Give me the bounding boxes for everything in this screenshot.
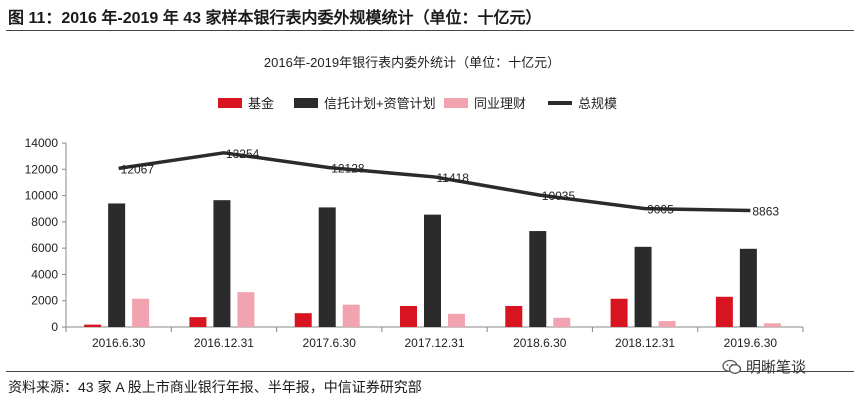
interbank-wmp-bar xyxy=(448,313,465,327)
legend-swatch xyxy=(218,98,242,108)
total-data-label: 8863 xyxy=(752,205,779,219)
y-tick-label: 4000 xyxy=(31,267,58,281)
total-data-label: 12128 xyxy=(331,162,365,176)
x-axis: 2016.6.30 2016.12.31 2017.6.30 2017.12.31 20… xyxy=(65,326,804,350)
fund-bar xyxy=(400,305,417,327)
fund-bar xyxy=(294,313,312,327)
total-line-group: 12067 13254 12128 11418 10035 9005 8863 xyxy=(118,147,779,219)
y-axis: 0 2000 4000 6000 8000 10000 12000 14000 xyxy=(25,136,67,334)
y-tick-label: 10000 xyxy=(25,189,59,203)
y-tick-label: 12000 xyxy=(25,162,59,176)
x-tick-label: 2017.12.31 xyxy=(404,336,464,350)
interbank-wmp-bar xyxy=(132,298,150,327)
x-tick-label: 2019.6.30 xyxy=(724,336,778,350)
legend-item-interbank-wmp: 同业理财 xyxy=(444,96,526,111)
legend-swatch xyxy=(444,98,468,108)
total-line xyxy=(118,151,751,213)
fund-bar xyxy=(189,317,207,327)
interbank-wmp-bar xyxy=(342,304,360,327)
fund-bar xyxy=(715,296,733,327)
legend-label: 基金 xyxy=(248,96,274,111)
title-divider xyxy=(6,30,854,31)
watermark: 明晰笔谈 xyxy=(722,356,806,377)
watermark-text: 明晰笔谈 xyxy=(746,359,807,376)
figure-title: 图 11：2016 年-2019 年 43 家样本银行表内委外规模统计（单位：十… xyxy=(8,10,542,27)
x-tick-label: 2018.6.30 xyxy=(513,336,567,350)
interbank-wmp-bar xyxy=(763,323,781,327)
y-tick-label: 6000 xyxy=(31,241,58,255)
legend-label: 总规模 xyxy=(578,96,617,111)
x-tick-label: 2016.6.30 xyxy=(92,336,146,350)
legend-swatch xyxy=(294,98,318,108)
y-tick-label: 0 xyxy=(51,320,58,334)
total-data-label: 12067 xyxy=(121,162,155,176)
y-tick-label: 14000 xyxy=(25,136,59,150)
trust-asset-mgmt-bar xyxy=(318,207,336,327)
fund-bar xyxy=(610,298,628,327)
interbank-wmp-bar xyxy=(237,292,255,327)
legend-item-total: 总规模 xyxy=(548,96,617,111)
wechat-icon xyxy=(722,359,742,375)
legend-label: 同业理财 xyxy=(474,96,526,111)
bar-series-group xyxy=(84,200,781,327)
total-data-label: 10035 xyxy=(542,189,576,203)
total-data-label: 9005 xyxy=(647,203,674,217)
total-data-label: 13254 xyxy=(226,147,260,161)
chart-legend: 基金 信托计划+资管计划 同业理财 总规模 xyxy=(218,96,617,111)
trust-asset-mgmt-bar xyxy=(424,214,441,327)
y-tick-label: 8000 xyxy=(31,215,58,229)
x-tick-label: 2016.12.31 xyxy=(194,336,254,350)
source-note: 资料来源：43 家 A 股上市商业银行年报、半年报，中信证券研究部 xyxy=(8,379,422,395)
legend-item-fund: 基金 xyxy=(218,96,274,111)
x-tick-label: 2018.12.31 xyxy=(615,336,675,350)
interbank-wmp-bar xyxy=(658,321,676,327)
fund-bar xyxy=(505,305,523,327)
x-tick-label: 2017.6.30 xyxy=(303,336,357,350)
y-tick-label: 2000 xyxy=(31,294,58,308)
legend-label: 信托计划+资管计划 xyxy=(324,96,436,111)
chart-title: 2016年-2019年银行表内委外统计（单位：十亿元） xyxy=(264,55,560,70)
trust-asset-mgmt-bar xyxy=(213,200,231,327)
trust-asset-mgmt-bar xyxy=(634,246,652,327)
trust-asset-mgmt-bar xyxy=(739,248,757,327)
trust-asset-mgmt-bar xyxy=(108,203,126,327)
interbank-wmp-bar xyxy=(553,317,571,327)
trust-asset-mgmt-bar xyxy=(529,231,547,327)
total-data-label: 11418 xyxy=(437,171,470,185)
legend-item-trust-asset-mgmt: 信托计划+资管计划 xyxy=(294,96,436,111)
source-divider xyxy=(6,371,854,372)
fund-bar xyxy=(84,324,102,327)
